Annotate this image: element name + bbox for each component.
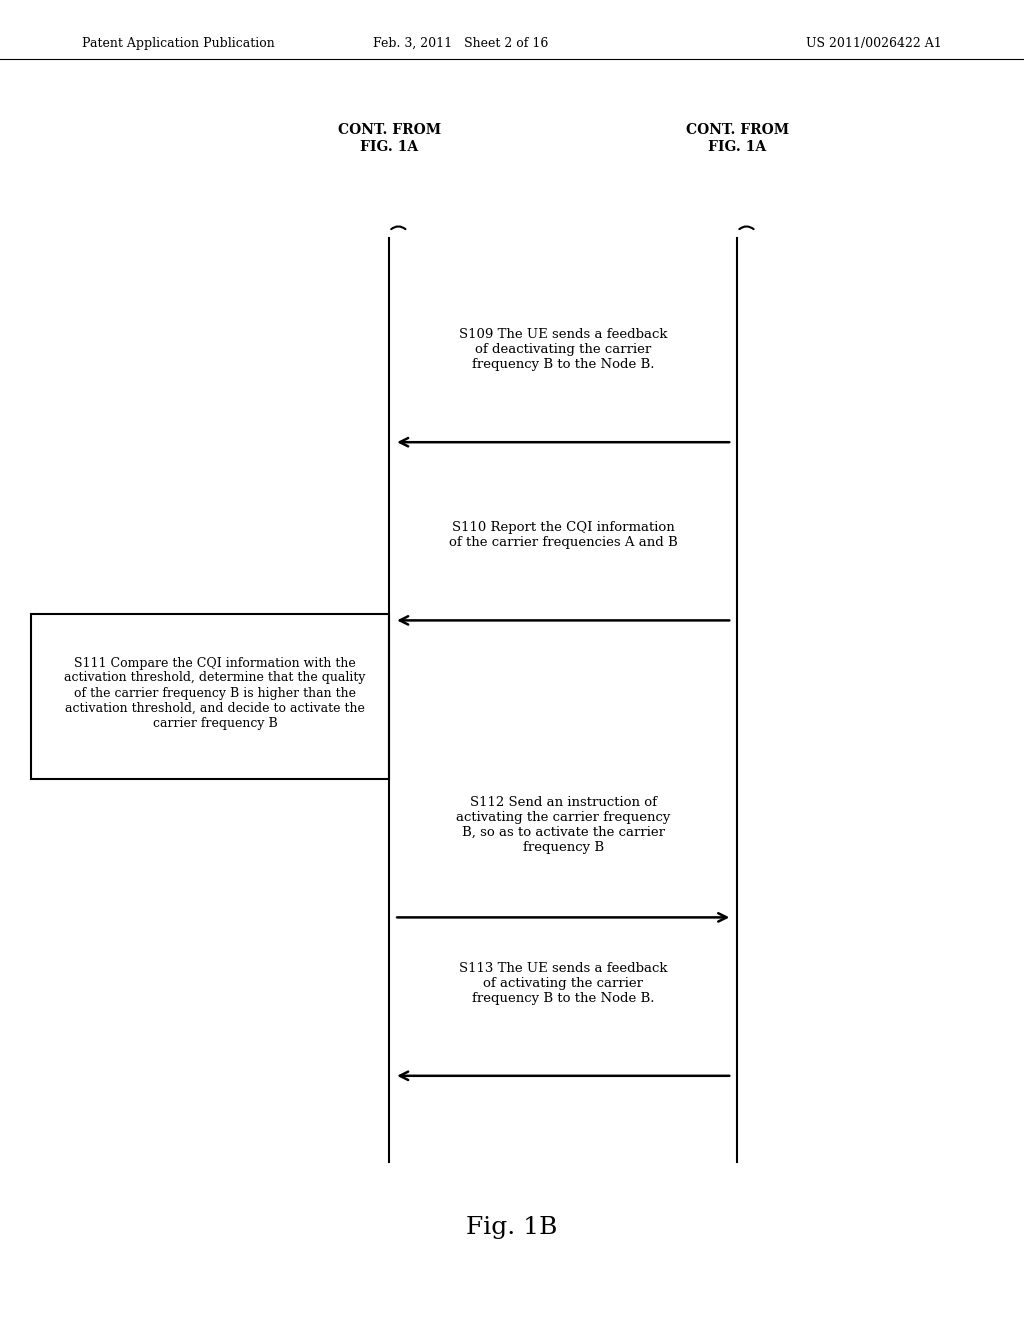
Text: S110 Report the CQI information
of the carrier frequencies A and B: S110 Report the CQI information of the c… xyxy=(449,520,678,549)
Text: S109 The UE sends a feedback
of deactivating the carrier
frequency B to the Node: S109 The UE sends a feedback of deactiva… xyxy=(459,329,668,371)
Text: S112 Send an instruction of
activating the carrier frequency
B, so as to activat: S112 Send an instruction of activating t… xyxy=(456,796,671,854)
Text: CONT. FROM
FIG. 1A: CONT. FROM FIG. 1A xyxy=(338,124,440,153)
Text: S111 Compare the CQI information with the
activation threshold, determine that t: S111 Compare the CQI information with th… xyxy=(65,656,366,730)
Text: CONT. FROM
FIG. 1A: CONT. FROM FIG. 1A xyxy=(686,124,788,153)
FancyBboxPatch shape xyxy=(31,614,389,779)
Text: US 2011/0026422 A1: US 2011/0026422 A1 xyxy=(806,37,942,50)
Text: Patent Application Publication: Patent Application Publication xyxy=(82,37,274,50)
Text: Fig. 1B: Fig. 1B xyxy=(466,1216,558,1239)
Text: S113 The UE sends a feedback
of activating the carrier
frequency B to the Node B: S113 The UE sends a feedback of activati… xyxy=(459,962,668,1005)
Text: Feb. 3, 2011   Sheet 2 of 16: Feb. 3, 2011 Sheet 2 of 16 xyxy=(373,37,549,50)
